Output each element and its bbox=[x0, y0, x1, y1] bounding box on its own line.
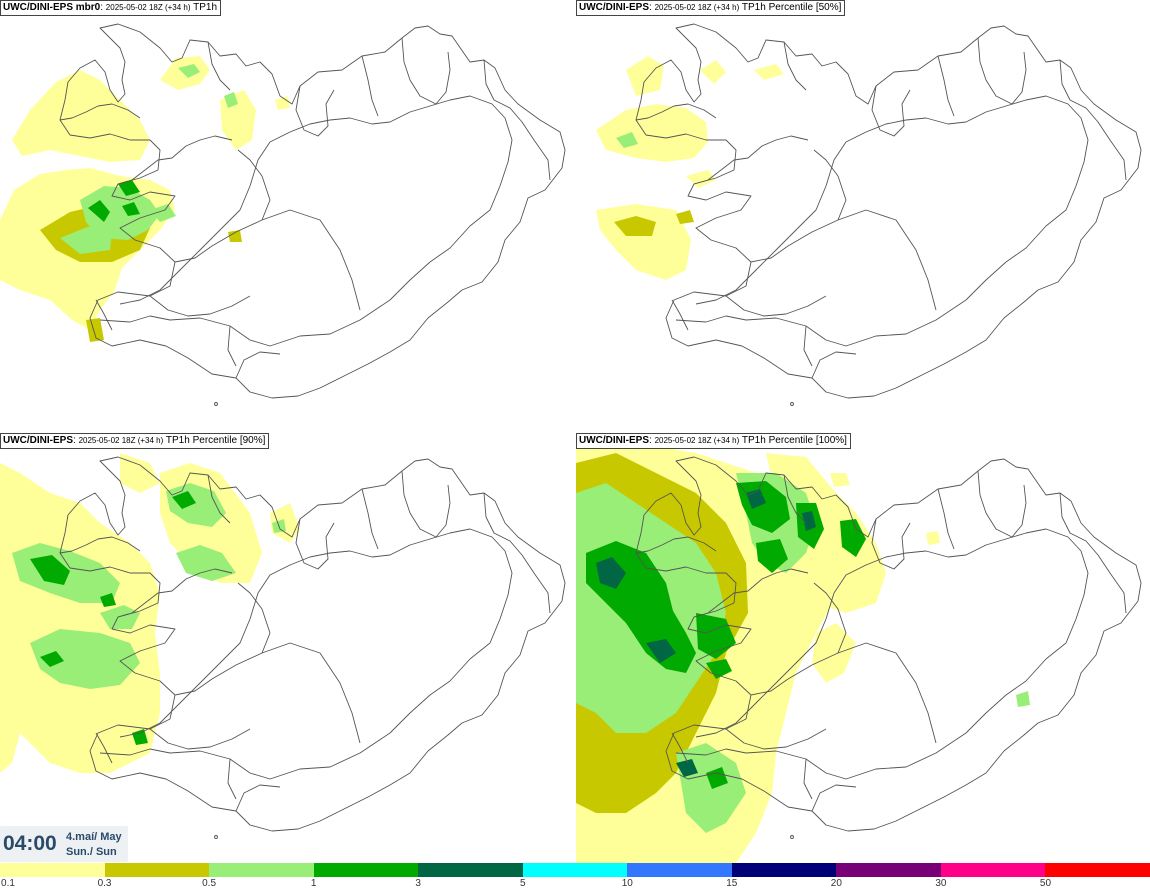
run-time: 2025-05-02 18Z (+34 h) bbox=[78, 436, 164, 445]
legend-label: 5 bbox=[519, 878, 526, 889]
run-time: 2025-05-02 18Z (+34 h) bbox=[105, 3, 191, 12]
model-name: UWC/DINI-EPS bbox=[3, 435, 73, 446]
legend-label: 1 bbox=[310, 878, 317, 889]
color-legend: 0.1 0.3 0.5 1 3 5 10 15 20 30 50 bbox=[0, 862, 1150, 891]
product-name: TP1h Percentile [50%] bbox=[741, 2, 842, 13]
legend-swatch bbox=[1045, 863, 1150, 877]
legend-label: 20 bbox=[830, 878, 842, 889]
legend-swatch bbox=[313, 863, 419, 877]
map-panel-p50: UWC/DINI-EPS: 2025-05-02 18Z (+34 h) TP1… bbox=[576, 0, 1150, 430]
model-name: UWC/DINI-EPS mbr0 bbox=[3, 2, 101, 13]
legend-label: 0.1 bbox=[1, 878, 15, 889]
map-panel-p100: UWC/DINI-EPS: 2025-05-02 18Z (+34 h) TP1… bbox=[576, 433, 1150, 863]
model-name: UWC/DINI-EPS bbox=[579, 435, 649, 446]
legend-swatch bbox=[104, 863, 210, 877]
run-time: 2025-05-02 18Z (+34 h) bbox=[654, 436, 740, 445]
valid-time-box: 04:00 4.maí/ May Sun./ Sun bbox=[0, 826, 128, 862]
legend-label: 30 bbox=[935, 878, 947, 889]
legend-swatch bbox=[209, 863, 315, 877]
product-name: TP1h Percentile [90%] bbox=[165, 435, 266, 446]
precip-map bbox=[596, 23, 1142, 406]
legend-label: 0.3 bbox=[97, 878, 112, 889]
product-name: TP1h Percentile [100%] bbox=[741, 435, 847, 446]
legend-label: 10 bbox=[621, 878, 633, 889]
precip-map bbox=[0, 23, 566, 406]
legend-swatch bbox=[627, 863, 733, 877]
panel-title: UWC/DINI-EPS mbr0: 2025-05-02 18Z (+34 h… bbox=[0, 0, 222, 16]
legend-swatch bbox=[940, 863, 1046, 877]
map-panel-p90: UWC/DINI-EPS: 2025-05-02 18Z (+34 h) TP1… bbox=[0, 433, 574, 863]
map-panel-mbr0: UWC/DINI-EPS mbr0: 2025-05-02 18Z (+34 h… bbox=[0, 0, 574, 430]
legend-swatch bbox=[418, 863, 524, 877]
product-name: TP1h bbox=[193, 2, 218, 13]
legend-swatch bbox=[522, 863, 628, 877]
precip-map bbox=[576, 443, 1142, 863]
valid-clock: 04:00 bbox=[3, 832, 57, 855]
legend-swatch bbox=[731, 863, 837, 877]
valid-weekday: Sun./ Sun bbox=[66, 846, 117, 858]
panel-title: UWC/DINI-EPS: 2025-05-02 18Z (+34 h) TP1… bbox=[576, 433, 851, 449]
model-name: UWC/DINI-EPS bbox=[579, 2, 649, 13]
precip-map bbox=[0, 453, 566, 839]
panel-title: UWC/DINI-EPS: 2025-05-02 18Z (+34 h) TP1… bbox=[0, 433, 270, 449]
panel-title: UWC/DINI-EPS: 2025-05-02 18Z (+34 h) TP1… bbox=[576, 0, 846, 16]
legend-label: 0.5 bbox=[202, 878, 217, 889]
legend-swatch bbox=[836, 863, 942, 877]
valid-date: 4.maí/ May bbox=[66, 831, 122, 843]
legend-label: 3 bbox=[415, 878, 421, 889]
legend-swatch bbox=[0, 863, 106, 877]
run-time: 2025-05-02 18Z (+34 h) bbox=[654, 3, 740, 12]
legend-label: 15 bbox=[726, 878, 738, 889]
legend-label: 50 bbox=[1039, 878, 1052, 889]
